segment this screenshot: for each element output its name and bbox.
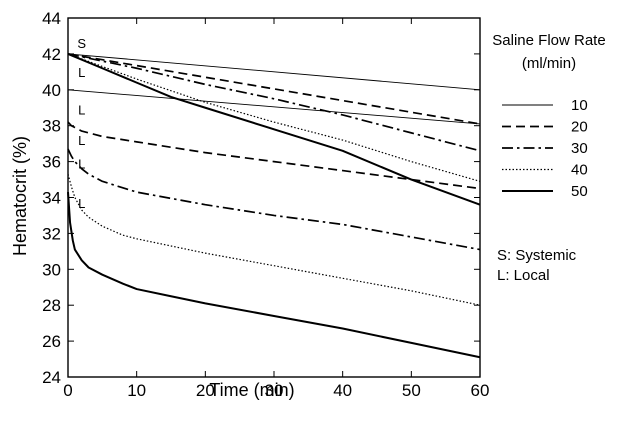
series-line-30-local bbox=[67, 148, 481, 251]
series-line-50-systemic bbox=[67, 52, 481, 206]
legend-title-line1: Saline Flow Rate bbox=[492, 32, 605, 49]
y-tick-label: 28 bbox=[42, 296, 61, 315]
series-line-20-local bbox=[67, 121, 481, 190]
y-axis-title: Hematocrit (%) bbox=[10, 136, 30, 256]
series-line-30-systemic bbox=[67, 53, 481, 152]
y-tick-label: 32 bbox=[42, 224, 61, 243]
series-line-20-systemic bbox=[67, 53, 481, 125]
legend-entries: 10 20 30 40 50 bbox=[502, 97, 588, 200]
y-tick-label: 36 bbox=[42, 153, 61, 172]
note-local: L: Local bbox=[497, 267, 550, 284]
legend-label-20: 20 bbox=[571, 119, 588, 136]
series-line-10-local bbox=[67, 89, 481, 125]
curves-layer bbox=[67, 52, 481, 359]
x-tick-label: 40 bbox=[333, 381, 352, 400]
note-systemic: S: Systemic bbox=[497, 247, 577, 264]
y-tick-label: 34 bbox=[42, 189, 61, 208]
legend-label-30: 30 bbox=[571, 140, 588, 157]
x-tick-label: 30 bbox=[265, 381, 284, 400]
x-tick-label: 0 bbox=[63, 381, 72, 400]
series-line-40-systemic bbox=[67, 53, 481, 182]
curve-tag-l: L bbox=[78, 156, 85, 171]
legend-label-50: 50 bbox=[571, 183, 588, 200]
curve-tag-s: S bbox=[77, 36, 86, 51]
legend-label-10: 10 bbox=[571, 97, 588, 114]
series-line-10-systemic bbox=[67, 53, 481, 91]
series-line-50-local bbox=[67, 192, 481, 359]
y-tick-label: 40 bbox=[42, 81, 61, 100]
ticks-layer bbox=[67, 17, 481, 378]
y-tick-label: 24 bbox=[42, 368, 61, 387]
curve-tag-l: L bbox=[78, 65, 85, 80]
legend-title-line2: (ml/min) bbox=[522, 55, 576, 72]
y-tick-label: 30 bbox=[42, 260, 61, 279]
x-tick-label: 50 bbox=[402, 381, 421, 400]
x-axis-title: Time (min) bbox=[209, 380, 294, 400]
x-tick-label: 20 bbox=[196, 381, 215, 400]
curve-tag-l: L bbox=[78, 103, 85, 118]
x-tick-label: 60 bbox=[471, 381, 490, 400]
curve-tag-l: L bbox=[78, 133, 85, 148]
y-tick-label: 42 bbox=[42, 45, 61, 64]
y-tick-label: 26 bbox=[42, 332, 61, 351]
curve-tag-l: L bbox=[78, 196, 85, 211]
abbreviation-notes: S: Systemic L: Local bbox=[497, 247, 577, 284]
legend: Saline Flow Rate (ml/min) 10 20 30 40 50 bbox=[492, 32, 605, 200]
legend-label-40: 40 bbox=[571, 162, 588, 179]
tick-labels-layer: 0 10 20 30 40 50 60 24 26 28 30 32 34 36 38 40 42 44 bbox=[42, 9, 489, 400]
x-tick-label: 10 bbox=[127, 381, 146, 400]
y-tick-label: 44 bbox=[42, 9, 61, 28]
y-tick-label: 38 bbox=[42, 117, 61, 136]
